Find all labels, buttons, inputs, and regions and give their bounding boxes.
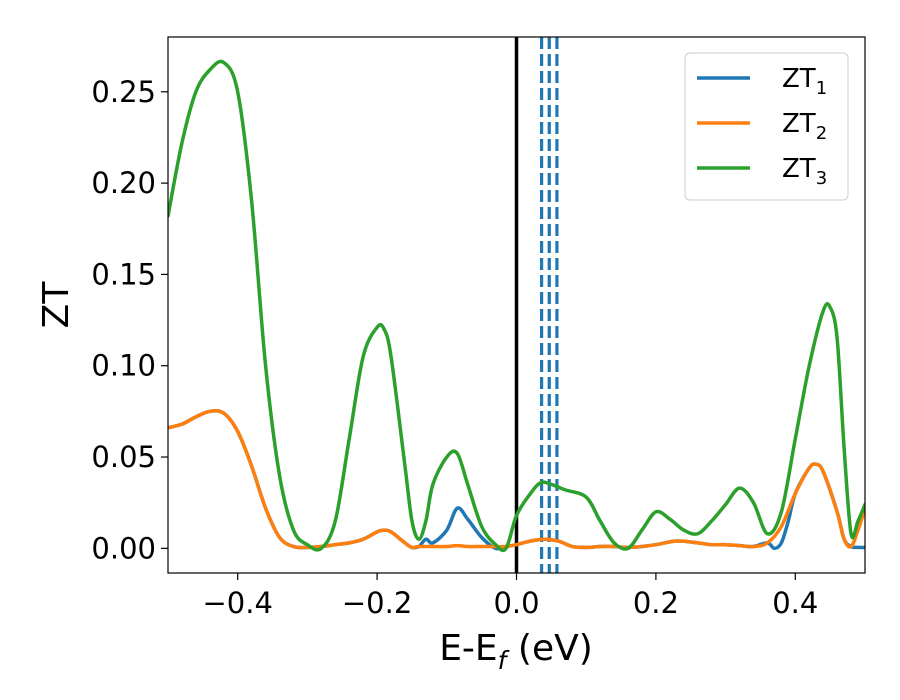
x-tick-label: −0.2 xyxy=(342,586,412,620)
legend-items: ZT1 ZT2 ZT3 xyxy=(697,64,827,189)
x-tick-label: 0.2 xyxy=(633,586,679,620)
y-tick-label: 0.15 xyxy=(91,257,156,291)
x-tick-label: 0.4 xyxy=(772,586,818,620)
series-line-2 xyxy=(168,409,865,550)
y-tick-label: 0.05 xyxy=(91,440,156,474)
legend-label-2: ZT2 xyxy=(782,109,827,144)
y-axis-label: ZT xyxy=(36,281,77,329)
y-tick-label: 0.10 xyxy=(91,349,156,383)
series-lines xyxy=(168,59,865,553)
x-tick-label: 0.0 xyxy=(493,586,539,620)
legend: ZT1 ZT2 ZT3 xyxy=(684,52,849,201)
y-tick-label: 0.25 xyxy=(91,75,156,109)
x-tick-label: −0.4 xyxy=(202,586,272,620)
x-axis-label: E-Ef (eV) xyxy=(439,628,593,675)
series-line-3 xyxy=(168,59,865,553)
y-tick-label: 0.00 xyxy=(91,531,156,565)
y-tick-label: 0.20 xyxy=(91,166,156,200)
legend-label-1: ZT1 xyxy=(782,64,827,99)
y-axis-ticks: 0.00 0.05 0.10 0.15 0.20 0.25 xyxy=(91,75,168,565)
legend-box xyxy=(684,52,849,201)
legend-label-3: ZT3 xyxy=(782,154,827,189)
x-axis-ticks: −0.4 −0.2 0.0 0.2 0.4 xyxy=(202,573,818,620)
